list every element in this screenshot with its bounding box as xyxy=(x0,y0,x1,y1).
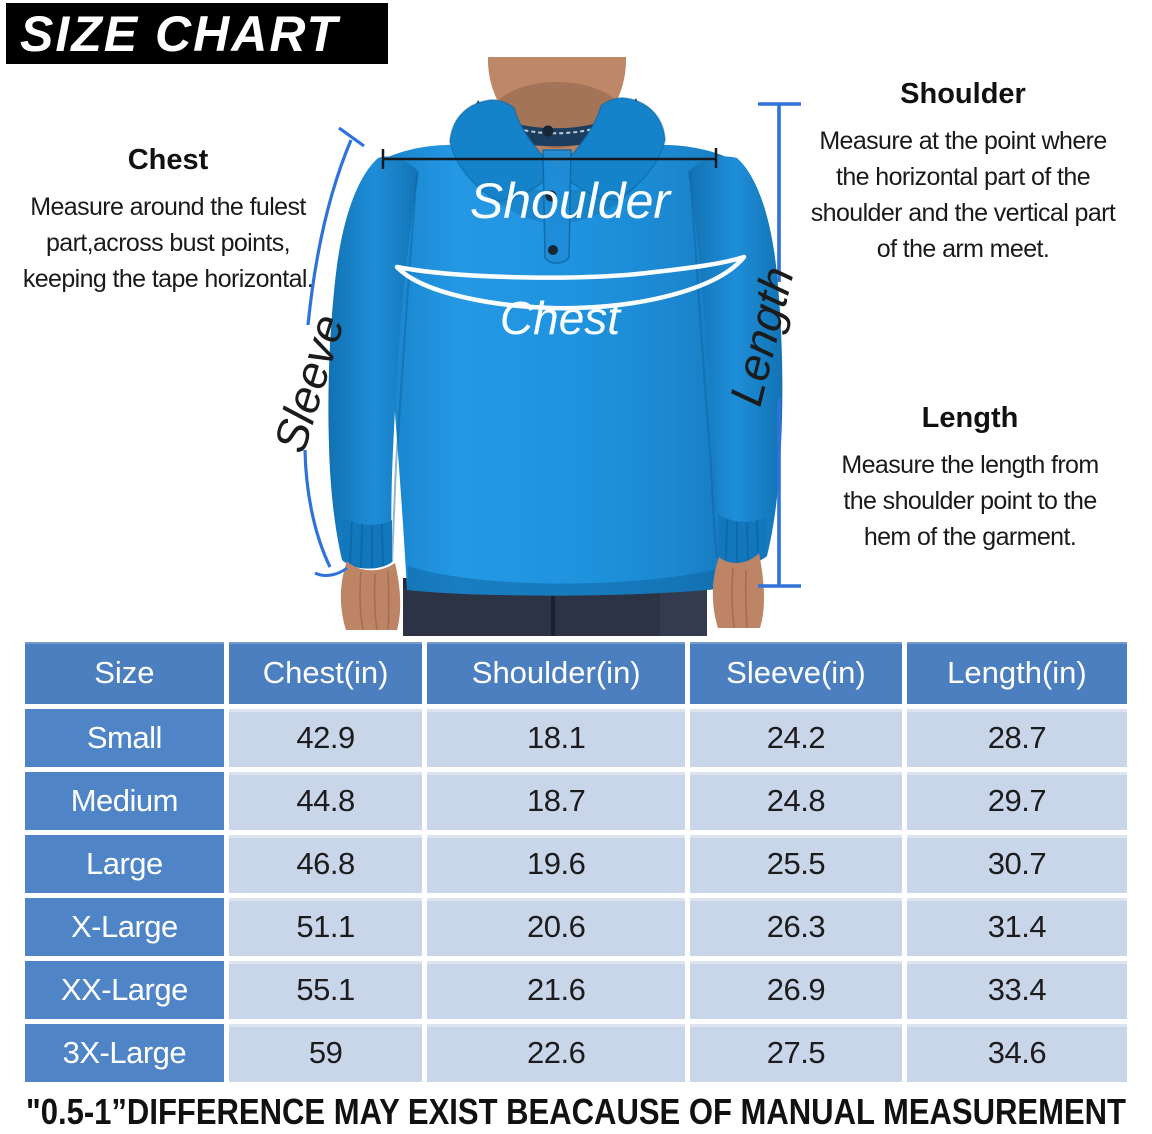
value-cell: 21.6 xyxy=(427,961,685,1019)
footer-note: "0.5-1”DIFFERENCE MAY EXIST BEACAUSE OF … xyxy=(26,1092,1126,1132)
placket xyxy=(542,149,572,264)
table-row: Small 42.9 18.1 24.2 28.7 xyxy=(25,709,1127,767)
value-cell: 26.3 xyxy=(689,898,902,956)
length-annotation: Length Measure the length from the shoul… xyxy=(790,402,1150,555)
left-cuff xyxy=(342,517,392,569)
size-cell: Medium xyxy=(25,772,224,830)
length-measure-line xyxy=(758,102,801,588)
value-cell: 44.8 xyxy=(228,772,423,830)
collar-right xyxy=(555,97,666,201)
footer: "0.5-1”DIFFERENCE MAY EXIST BEACAUSE OF … xyxy=(26,1092,1126,1132)
shoulder-annotation-body: Measure at the point where the horizonta… xyxy=(810,127,1116,263)
value-cell: 46.8 xyxy=(228,835,423,893)
right-hand xyxy=(712,553,765,628)
button xyxy=(548,245,558,255)
figure-label-shoulder: Shoulder xyxy=(470,173,672,229)
sleeve-measure-line xyxy=(303,126,365,577)
value-cell: 18.1 xyxy=(427,709,685,767)
button xyxy=(542,125,554,137)
value-cell: 28.7 xyxy=(906,709,1127,767)
column-header: Length(in) xyxy=(906,642,1127,704)
chest-annotation-heading: Chest xyxy=(127,144,209,176)
value-cell: 25.5 xyxy=(689,835,902,893)
table-row: Large 46.8 19.6 25.5 30.7 xyxy=(25,835,1127,893)
value-cell: 18.7 xyxy=(427,772,685,830)
value-cell: 55.1 xyxy=(228,961,423,1019)
shoulder-measure-line xyxy=(381,148,718,169)
right-cuff xyxy=(718,514,767,565)
column-header: Chest(in) xyxy=(228,642,423,704)
polo-shirt-body xyxy=(376,144,744,596)
table-row: Medium 44.8 18.7 24.8 29.7 xyxy=(25,772,1127,830)
size-cell: XX-Large xyxy=(25,961,224,1019)
value-cell: 24.8 xyxy=(689,772,902,830)
table-row: X-Large 51.1 20.6 26.3 31.4 xyxy=(25,898,1127,956)
value-cell: 31.4 xyxy=(906,898,1127,956)
table-row: XX-Large 55.1 21.6 26.9 33.4 xyxy=(25,961,1127,1019)
left-hand xyxy=(340,561,401,630)
chest-measure-band xyxy=(394,254,747,311)
shoulder-annotation: Shoulder Measure at the point where the … xyxy=(772,78,1152,267)
page-title: SIZE CHART xyxy=(20,5,340,62)
header-row: Size Chest(in) Shoulder(in) Sleeve(in) Lengt… xyxy=(25,642,1127,704)
chest-annotation-body: Measure around the fulest part,across bu… xyxy=(22,193,314,293)
value-cell: 51.1 xyxy=(228,898,423,956)
right-sleeve xyxy=(688,156,783,565)
figure-label-chest: Chest xyxy=(500,292,622,344)
column-header: Shoulder(in) xyxy=(427,642,685,704)
title-bar: SIZE CHART xyxy=(6,3,388,64)
man-figure xyxy=(328,57,783,636)
value-cell: 19.6 xyxy=(427,835,685,893)
value-cell: 24.2 xyxy=(689,709,902,767)
value-cell: 26.9 xyxy=(689,961,902,1019)
value-cell: 34.6 xyxy=(906,1024,1127,1082)
size-table: Size Chest(in) Shoulder(in) Sleeve(in) Lengt… xyxy=(20,637,1132,1087)
length-annotation-heading: Length xyxy=(921,402,1019,434)
value-cell: 29.7 xyxy=(906,772,1127,830)
chest-annotation: Chest Measure around the fulest part,acr… xyxy=(0,144,336,297)
length-annotation-body: Measure the length from the shoulder poi… xyxy=(841,451,1099,551)
value-cell: 20.6 xyxy=(427,898,685,956)
size-cell: Small xyxy=(25,709,224,767)
column-header: Sleeve(in) xyxy=(689,642,902,704)
value-cell: 42.9 xyxy=(228,709,423,767)
table-row: 3X-Large 59 22.6 27.5 34.6 xyxy=(25,1024,1127,1082)
size-cell: Large xyxy=(25,835,224,893)
shirt-figure: Shoulder Chest Sleeve Length xyxy=(263,57,804,636)
shoulder-annotation-heading: Shoulder xyxy=(900,78,1026,110)
value-cell: 22.6 xyxy=(427,1024,685,1082)
column-header: Size xyxy=(25,642,224,704)
value-cell: 30.7 xyxy=(906,835,1127,893)
value-cell: 27.5 xyxy=(689,1024,902,1082)
size-cell: X-Large xyxy=(25,898,224,956)
button xyxy=(545,190,557,202)
value-cell: 59 xyxy=(228,1024,423,1082)
left-sleeve xyxy=(328,156,419,569)
value-cell: 33.4 xyxy=(906,961,1127,1019)
size-cell: 3X-Large xyxy=(25,1024,224,1082)
collar-left xyxy=(449,99,559,202)
